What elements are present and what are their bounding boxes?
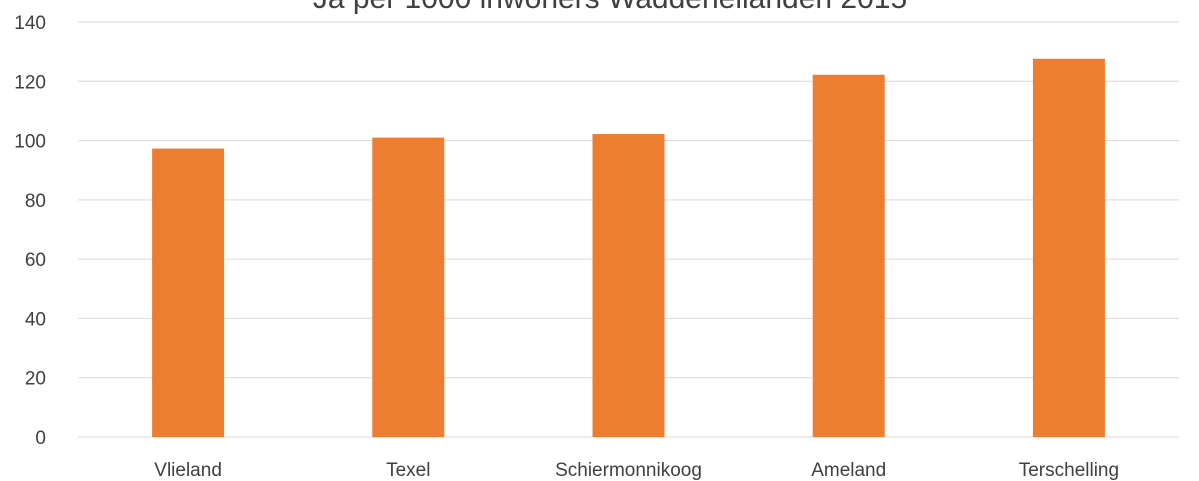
x-tick-label: Terschelling <box>1019 460 1119 481</box>
y-tick-label: 100 <box>14 132 46 153</box>
x-tick-label: Ameland <box>811 460 886 481</box>
chart-title: Ja per 1000 inwoners Waddeneilanden 2015 <box>313 0 907 15</box>
y-axis-tick-labels: 0 20 40 60 80 100 120 140 <box>14 13 46 449</box>
y-tick-label: 0 <box>35 428 46 449</box>
y-tick-label: 20 <box>25 369 46 390</box>
bar-vlieland <box>152 148 225 437</box>
x-tick-label: Schiermonnikoog <box>555 460 702 481</box>
bar-texel <box>372 137 445 437</box>
y-tick-label: 60 <box>25 250 46 271</box>
y-tick-label: 120 <box>14 72 46 93</box>
bar-schiermonnikoog <box>592 134 665 438</box>
bar-ameland <box>812 74 885 437</box>
y-tick-label: 140 <box>14 13 46 34</box>
y-tick-label: 40 <box>25 309 46 330</box>
bar-terschelling <box>1032 58 1105 437</box>
y-tick-label: 80 <box>25 191 46 212</box>
bars <box>152 58 1105 438</box>
x-axis-tick-labels: Vlieland Texel Schiermonnikoog Ameland Tersc… <box>154 460 1119 481</box>
x-tick-label: Texel <box>386 460 430 481</box>
x-tick-label: Vlieland <box>154 460 222 481</box>
